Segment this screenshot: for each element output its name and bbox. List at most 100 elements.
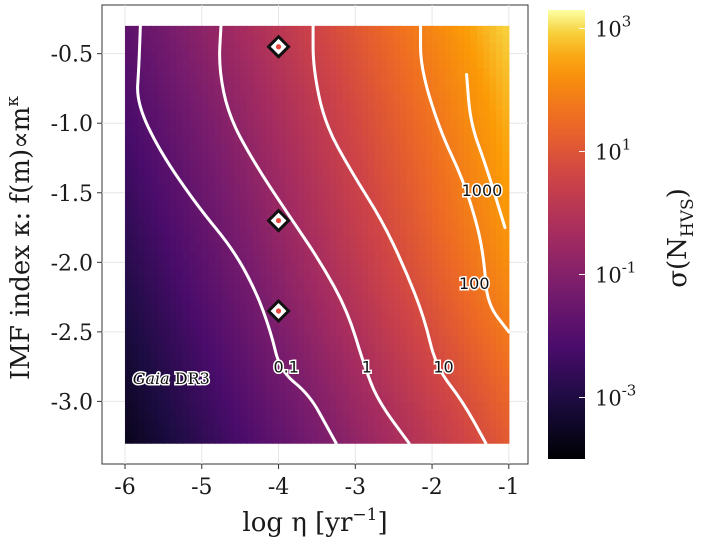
heatmap-cell [400,34,408,44]
heatmap-cell [176,234,184,244]
heatmap-cell [240,276,248,286]
heatmap-cell [489,201,497,211]
heatmap-cell [278,192,286,202]
heatmap-cell [176,192,184,202]
heatmap-cell [316,267,324,277]
heatmap-cell [496,234,504,244]
heatmap-cell [240,184,248,194]
heatmap-cell [393,25,401,35]
heatmap-cell [329,34,337,44]
heatmap-cell [502,292,510,302]
heatmap-cell [144,100,152,110]
heatmap-cell [291,167,299,177]
heatmap-cell [163,368,171,377]
heatmap-cell [163,401,171,411]
heatmap-cell [278,126,286,135]
heatmap-cell [419,326,427,336]
heatmap-cell [380,151,388,160]
heatmap-cell [169,84,177,94]
heatmap-cell [496,42,504,52]
heatmap-cell [438,301,446,311]
heatmap-cell [310,317,318,327]
heatmap-cell [476,334,484,344]
heatmap-cell [297,292,305,302]
heatmap-cell [476,159,484,169]
heatmap-cell [131,176,139,186]
heatmap-cell [444,384,452,394]
heatmap-cell [412,84,420,94]
heatmap-cell [214,376,222,386]
heatmap-cell [284,176,292,186]
heatmap-cell [169,34,177,44]
heatmap-cell [201,142,209,152]
heatmap-cell [208,393,216,403]
heatmap-cell [316,201,324,211]
heatmap-cell [374,126,382,135]
heatmap-cell [304,184,312,194]
heatmap-cell [163,84,171,94]
heatmap-cell [457,326,465,336]
heatmap-cell [393,368,401,377]
heatmap-cell [387,67,395,77]
heatmap-cell [489,342,497,352]
heatmap-cell [451,284,459,294]
heatmap-cell [125,351,133,361]
contour-line [419,24,511,334]
heatmap-cell [176,267,184,277]
heatmap-cell [438,384,446,394]
heatmap-cell [208,292,216,302]
heatmap-cell [368,167,376,177]
heatmap-cell [240,25,248,35]
heatmap-cell [169,359,177,369]
heatmap-cell [220,292,228,302]
heatmap-cell [432,67,440,77]
heatmap-cell [432,100,440,110]
heatmap-cell [304,409,312,419]
heatmap-cell [355,359,363,369]
heatmap-cell [329,109,337,119]
heatmap-cell [464,326,472,336]
heatmap-cell [265,409,273,419]
heatmap-cell [393,384,401,394]
heatmap-cell [125,292,133,302]
heatmap-cell [291,34,299,44]
heatmap-cell [214,426,222,436]
heatmap-cell [355,159,363,169]
heatmap-cell [182,42,190,52]
heatmap-cell [393,409,401,419]
heatmap-cell [163,142,171,152]
heatmap-cell [214,75,222,85]
heatmap-cell [208,259,216,269]
heatmap-cell [201,126,209,135]
heatmap-cell [361,167,369,177]
heatmap-cell [284,426,292,436]
heatmap-cell [412,309,420,319]
heatmap-cell [137,359,145,369]
heatmap-cell [150,301,158,311]
heatmap-cell [278,84,286,94]
heatmap-cell [252,134,260,144]
heatmap-cell [272,259,280,269]
heatmap-cell [304,217,312,227]
heatmap-cell [144,418,152,428]
heatmap-cell [323,259,331,269]
heatmap-cell [208,267,216,277]
heatmap-cell [425,351,433,361]
heatmap-cell [208,301,216,311]
heatmap-cell [348,251,356,261]
heatmap-cell [380,92,388,102]
heatmap-cell [419,134,427,144]
heatmap-cell [329,167,337,177]
heatmap-cell [393,317,401,327]
heatmap-cell [208,342,216,352]
heatmap-cell [368,409,376,419]
marker-dot [275,217,282,224]
heatmap-cell [496,276,504,286]
heatmap-cell [489,418,497,428]
heatmap-cell [457,301,465,311]
heatmap-cell [157,251,165,261]
heatmap-cell [380,251,388,261]
heatmap-cell [476,209,484,219]
heatmap-cell [323,226,331,236]
heatmap-cell [201,92,209,102]
